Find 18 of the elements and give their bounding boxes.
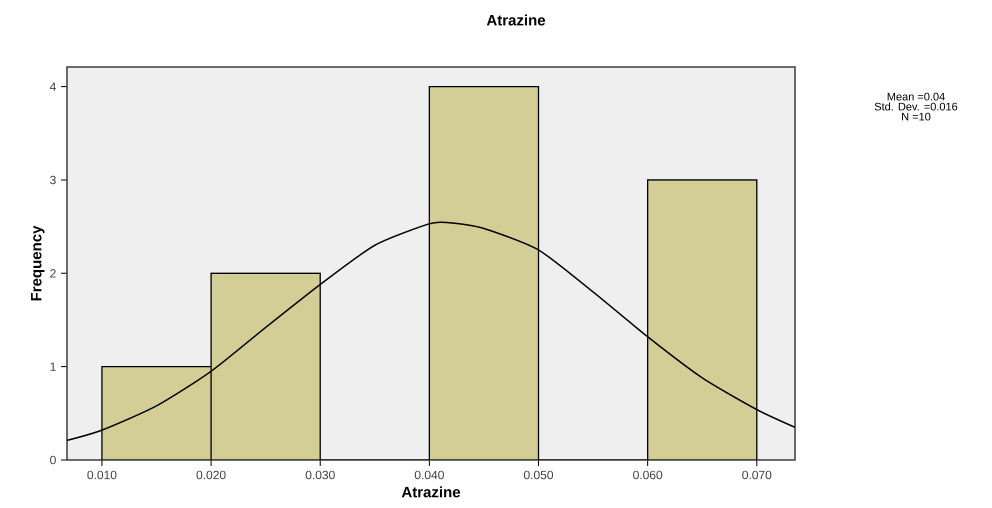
y-tick-label: 3 [50, 176, 56, 184]
text: Std. Dev. =0.016 [874, 102, 958, 110]
x-axis-title: Atrazine [402, 486, 460, 498]
y-tick-label: 0 [50, 456, 56, 464]
x-tick-label: 0.070 [742, 470, 772, 480]
x-tick-label: 0.040 [414, 470, 444, 480]
x-tick-label: 0.050 [524, 470, 554, 480]
y-tick-label: 1 [50, 362, 56, 371]
x-tick-label: 0.030 [306, 470, 335, 480]
y-axis-title: Frequency [31, 226, 44, 300]
x-tick-label: 0.060 [633, 470, 662, 480]
x-tick-label: 0.020 [196, 470, 226, 480]
x-tick-label: 0.010 [87, 470, 116, 480]
text: N =10 [902, 112, 930, 120]
text: Mean =0.04 [888, 92, 945, 100]
y-tick-label: 2 [50, 269, 56, 278]
y-tick-label: 4 [50, 82, 56, 91]
chart-title: Atrazine [486, 14, 546, 26]
